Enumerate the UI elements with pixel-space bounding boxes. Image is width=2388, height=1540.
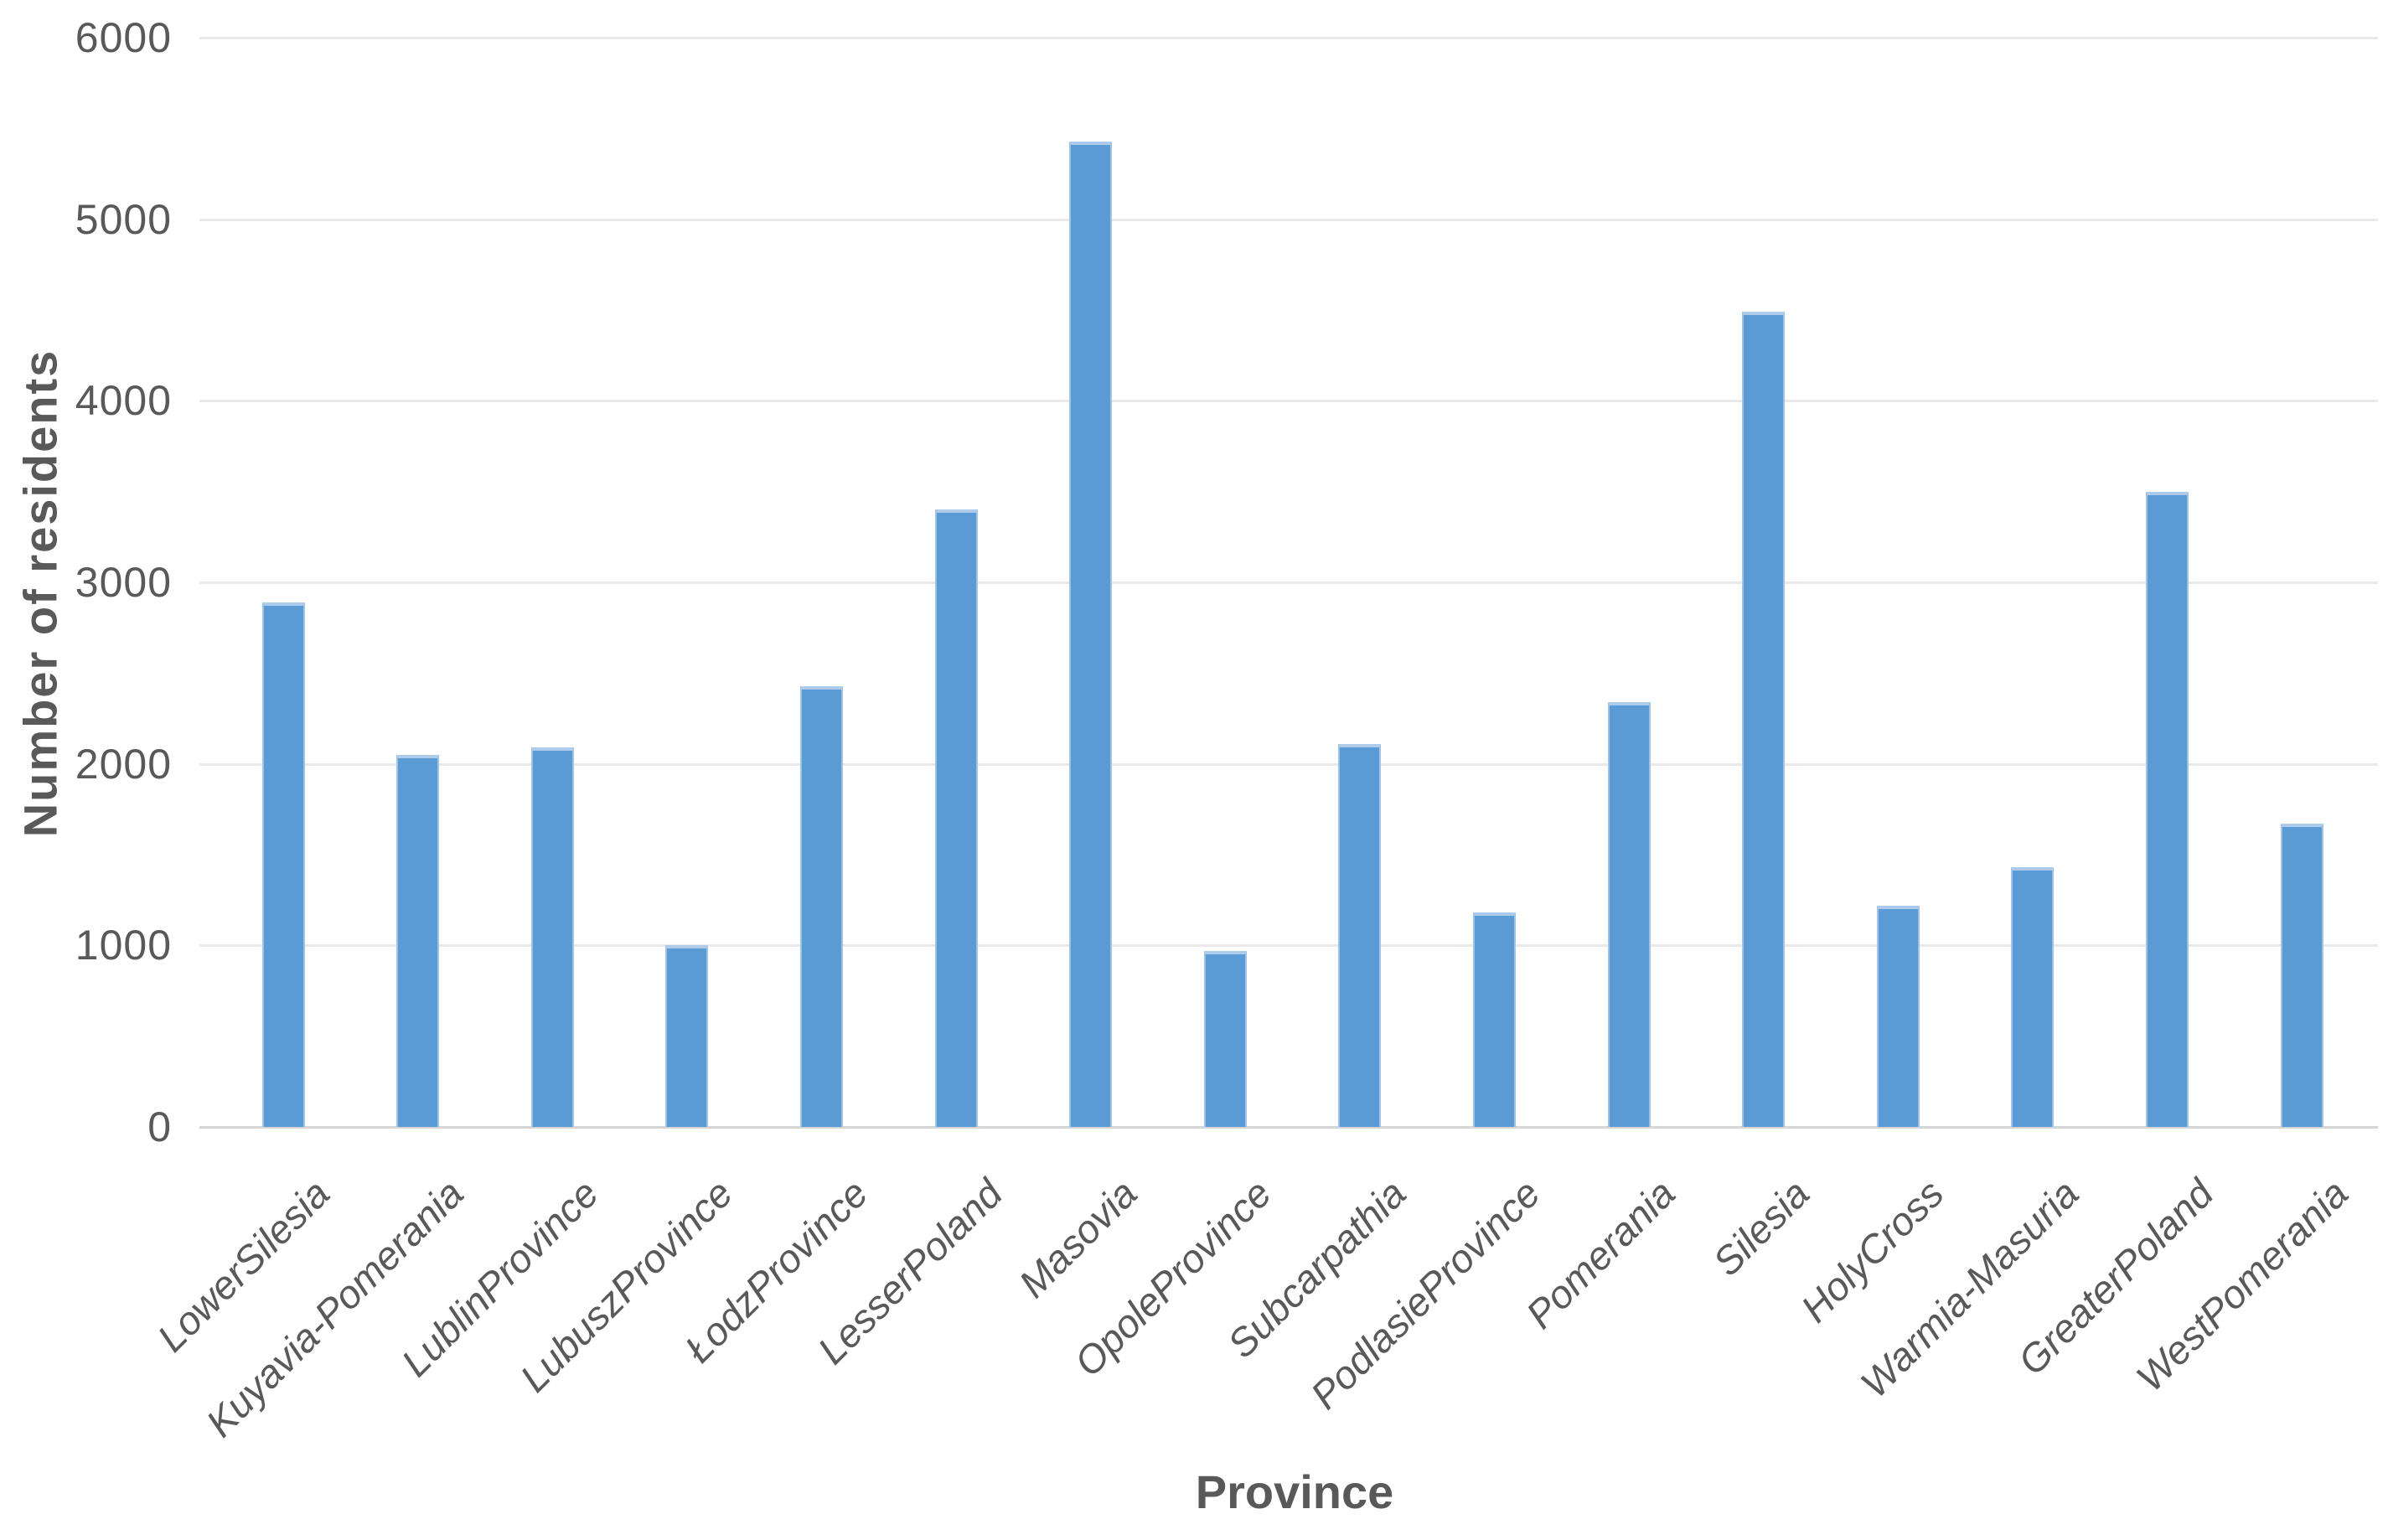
bar-Kuyavia-Pomerania	[396, 754, 440, 1127]
x-tick-label-Masovia: Masovia	[1010, 1171, 1145, 1306]
y-tick-label-2000: 2000	[75, 740, 172, 788]
bar-PodlasieProvince	[1472, 912, 1516, 1127]
y-tick-label-1000: 1000	[75, 922, 172, 969]
bar-Pomerania	[1607, 702, 1651, 1127]
bar-Warmia-Masuria	[2011, 867, 2055, 1127]
gridline-2000	[199, 762, 2378, 766]
bar-HolyCross	[1876, 905, 1920, 1127]
gridline-4000	[199, 400, 2378, 403]
bar-Silesia	[1742, 312, 1786, 1127]
x-tick-label-Kuyavia-Pomerania: Kuyavia-Pomerania	[197, 1171, 473, 1445]
bar-LowerSilesia	[261, 602, 305, 1127]
bar-WestPomerania	[2280, 824, 2323, 1127]
bar-LesserPoland	[934, 509, 978, 1127]
bar-GreaterPoland	[2145, 491, 2189, 1127]
y-tick-label-3000: 3000	[75, 559, 172, 606]
gridline-1000	[199, 944, 2378, 948]
gridline-3000	[199, 581, 2378, 584]
gridline-0	[199, 1126, 2378, 1129]
bar-OpoleProvince	[1203, 950, 1247, 1127]
y-tick-label-4000: 4000	[75, 377, 172, 425]
x-axis-title: Province	[1195, 1465, 1394, 1518]
y-tick-label-0: 0	[147, 1103, 172, 1150]
x-tick-label-Silesia: Silesia	[1704, 1171, 1818, 1284]
gridline-6000	[199, 37, 2378, 39]
bar-Subcarpathia	[1338, 743, 1382, 1127]
bar-ŁodzProvince	[799, 685, 843, 1127]
gridline-5000	[199, 218, 2378, 221]
y-tick-label-5000: 5000	[75, 195, 172, 243]
x-tick-label-PodlasieProvince: PodlasieProvince	[1301, 1171, 1549, 1418]
bar-LubuszProvince	[665, 945, 709, 1127]
y-tick-label-6000: 6000	[75, 14, 172, 61]
bar-LublinProvince	[530, 747, 574, 1127]
bar-Masovia	[1069, 141, 1113, 1127]
